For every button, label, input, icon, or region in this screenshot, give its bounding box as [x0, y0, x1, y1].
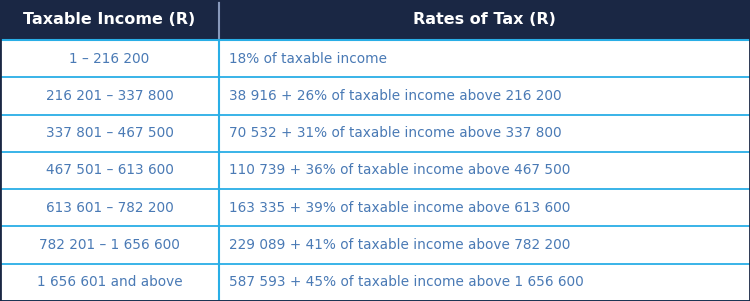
- Text: Rates of Tax (R): Rates of Tax (R): [413, 13, 556, 27]
- Text: 163 335 + 39% of taxable income above 613 600: 163 335 + 39% of taxable income above 61…: [229, 201, 570, 215]
- Text: 1 656 601 and above: 1 656 601 and above: [37, 275, 182, 289]
- Text: 467 501 – 613 600: 467 501 – 613 600: [46, 163, 173, 178]
- Bar: [0, 264, 750, 301]
- Bar: [0, 226, 750, 264]
- Bar: [0, 115, 750, 152]
- Text: 782 201 – 1 656 600: 782 201 – 1 656 600: [39, 238, 180, 252]
- Bar: [0, 189, 750, 226]
- Text: 110 739 + 36% of taxable income above 467 500: 110 739 + 36% of taxable income above 46…: [229, 163, 570, 178]
- Text: 216 201 – 337 800: 216 201 – 337 800: [46, 89, 173, 103]
- Bar: [0, 152, 750, 189]
- Bar: [0, 40, 750, 77]
- Text: 613 601 – 782 200: 613 601 – 782 200: [46, 201, 173, 215]
- Text: 229 089 + 41% of taxable income above 782 200: 229 089 + 41% of taxable income above 78…: [229, 238, 570, 252]
- Text: 587 593 + 45% of taxable income above 1 656 600: 587 593 + 45% of taxable income above 1 …: [229, 275, 584, 289]
- Text: 38 916 + 26% of taxable income above 216 200: 38 916 + 26% of taxable income above 216…: [229, 89, 562, 103]
- Text: 18% of taxable income: 18% of taxable income: [229, 52, 387, 66]
- Text: Taxable Income (R): Taxable Income (R): [23, 13, 196, 27]
- Text: 70 532 + 31% of taxable income above 337 800: 70 532 + 31% of taxable income above 337…: [229, 126, 562, 140]
- Bar: [0, 77, 750, 115]
- Text: 337 801 – 467 500: 337 801 – 467 500: [46, 126, 173, 140]
- Text: 1 – 216 200: 1 – 216 200: [69, 52, 149, 66]
- Bar: [0, 0, 750, 40]
